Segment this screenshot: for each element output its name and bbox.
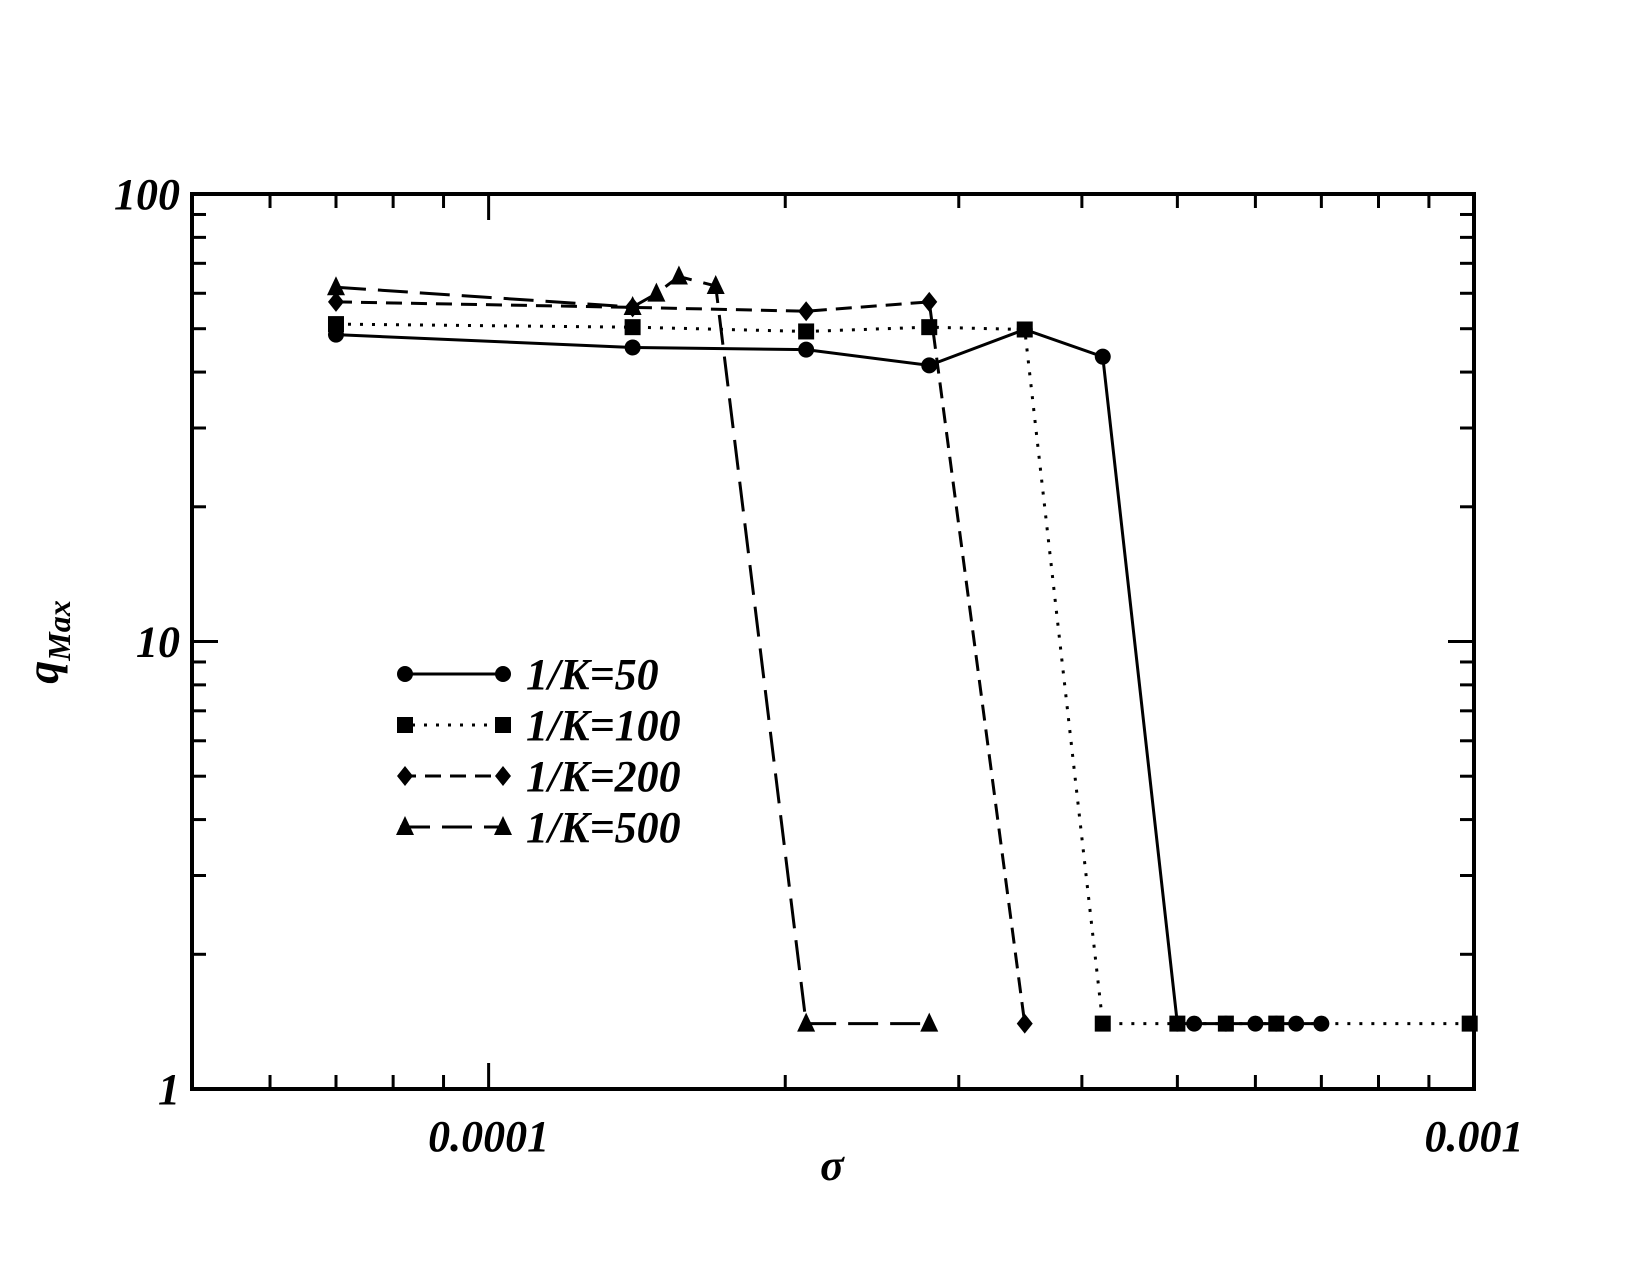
marker: [624, 319, 641, 336]
marker: [623, 296, 642, 316]
legend-marker: [495, 717, 511, 733]
plot-frame: [190, 192, 1476, 1091]
x-axis-label: σ: [820, 1141, 845, 1190]
legend-marker: [397, 717, 413, 733]
x-tick-label: 0.0001: [428, 1112, 549, 1161]
series-line: [335, 300, 1027, 1024]
marker: [326, 276, 345, 296]
marker: [669, 265, 688, 285]
legend-marker: [397, 666, 413, 682]
legend-label: 1/K=500: [526, 803, 681, 852]
y-axis-label: qMax: [17, 600, 77, 683]
y-label-main: q: [17, 661, 68, 684]
marker: [1313, 1015, 1330, 1032]
marker: [1247, 1015, 1264, 1032]
marker: [798, 341, 815, 358]
marker: [624, 339, 641, 356]
marker: [1288, 1015, 1305, 1032]
marker: [327, 316, 344, 333]
marker: [327, 291, 344, 312]
marker: [921, 291, 938, 312]
marker: [1016, 321, 1033, 338]
legend-marker: [396, 816, 414, 835]
legend-label: 1/K=100: [526, 701, 681, 750]
legend-marker: [495, 766, 511, 786]
legend-marker: [495, 666, 511, 682]
legend-label: 1/K=200: [526, 752, 681, 801]
marker: [647, 282, 666, 302]
marker: [1268, 1015, 1285, 1032]
y-tick-label: 100: [114, 170, 180, 219]
marker: [1169, 1015, 1186, 1032]
marker: [797, 1012, 816, 1032]
marker: [920, 1012, 939, 1032]
legend-label: 1/K=50: [526, 650, 659, 699]
marker: [1217, 1015, 1234, 1032]
marker: [921, 357, 938, 374]
legend-marker: [494, 816, 512, 835]
y-tick-label: 10: [136, 618, 180, 667]
marker: [1016, 1013, 1033, 1034]
y-label-sub: Max: [41, 600, 77, 661]
series-line: [335, 327, 1322, 1026]
x-tick-label: 0.001: [1425, 1112, 1524, 1161]
marker: [798, 323, 815, 340]
marker: [921, 319, 938, 336]
marker: [1461, 1015, 1478, 1032]
marker: [1094, 348, 1111, 365]
marker: [798, 301, 815, 322]
y-tick-label: 1: [158, 1065, 180, 1114]
marker: [706, 274, 725, 294]
legend-marker: [397, 766, 413, 786]
marker: [1094, 1015, 1111, 1032]
